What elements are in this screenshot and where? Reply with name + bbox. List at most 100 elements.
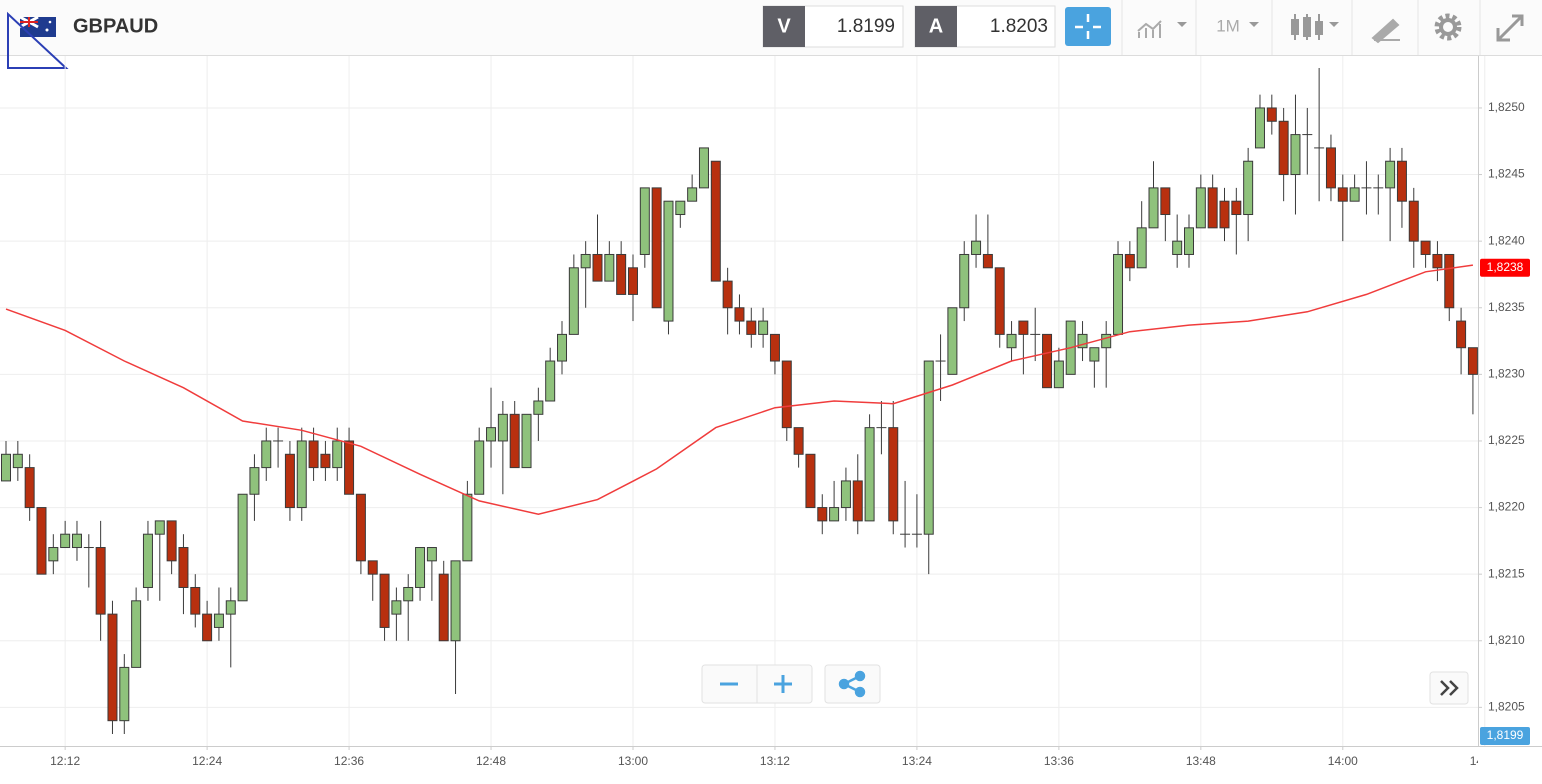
toolbar-separators (1121, 0, 1481, 55)
y-tick-label: 1,8205 (1488, 700, 1525, 714)
candle-body (1254, 107, 1265, 149)
candle-body (474, 440, 485, 495)
candle-body (497, 413, 508, 442)
candle-body (1278, 120, 1289, 176)
x-tick-label: 13:12 (760, 754, 790, 768)
candle-body (616, 253, 627, 295)
candle-body (119, 666, 130, 722)
candle-body (675, 200, 686, 216)
candle-body (308, 440, 319, 469)
candle-body (1053, 360, 1064, 389)
crosshair-button[interactable] (1065, 7, 1111, 46)
y-tick-label: 1,8240 (1488, 233, 1525, 247)
candle-body (734, 307, 745, 322)
moving-average-line (5, 264, 1474, 515)
candle-body (710, 160, 721, 282)
y-tick-label: 1,8245 (1488, 167, 1525, 181)
candle-body (994, 267, 1005, 335)
zoom-in-button[interactable] (774, 675, 792, 693)
settings-button[interactable] (1434, 13, 1462, 41)
sell-price[interactable]: 1.8199 (837, 16, 895, 37)
candle-body (651, 187, 662, 309)
candle-body (568, 267, 579, 335)
candle-body (781, 360, 792, 429)
candle-body (131, 600, 142, 668)
candle-body (840, 480, 851, 509)
candle-body (296, 440, 307, 509)
candle-body (12, 453, 23, 469)
candle-body (225, 600, 236, 615)
buy-button[interactable]: A 1.8203 (914, 5, 1056, 48)
candle-body (971, 240, 982, 255)
x-tick-label: 14:00 (1328, 754, 1358, 768)
x-axis: 12:12 12:24 12:36 12:48 13:00 13:12 13:24 13:36… (50, 746, 1478, 768)
y-tick-label: 1,8235 (1488, 300, 1525, 314)
y-axis: 1,8205 1,8210 1,8215 1,8220 1,8225 1,8230 1,82… (1478, 100, 1530, 745)
buy-label[interactable]: A (929, 15, 943, 37)
fullscreen-button[interactable] (1496, 14, 1524, 42)
candle-body (663, 200, 674, 322)
candle-body (24, 467, 35, 509)
candle-body (202, 613, 213, 642)
y-tick-label: 1,8250 (1488, 100, 1525, 114)
y-tick-label: 1,8215 (1488, 566, 1525, 580)
candle-body (1219, 200, 1230, 229)
price-marker (1480, 258, 1530, 277)
x-tick-label: 12:36 (334, 754, 364, 768)
candle-body (1172, 240, 1183, 255)
scroll-right-button[interactable] (1440, 680, 1459, 696)
buy-price[interactable]: 1.8203 (990, 16, 1048, 37)
candle-body (1432, 253, 1443, 269)
candle-body (190, 586, 201, 615)
candle-body (947, 307, 958, 375)
symbol: GBPAUD (73, 15, 158, 37)
candle-body (154, 520, 165, 535)
sell-button[interactable]: V 1.8199 (762, 5, 904, 48)
candle-body (1207, 187, 1218, 229)
buy-tag[interactable] (915, 6, 957, 47)
candle-body (639, 187, 650, 255)
candle-body (1444, 253, 1455, 309)
candle-body (344, 440, 355, 495)
candle-body (698, 147, 709, 189)
candle-body (213, 613, 224, 628)
sell-label[interactable]: V (777, 15, 791, 37)
candle-body (403, 586, 414, 602)
sell-tag[interactable] (763, 6, 805, 47)
chart-type-button[interactable] (1137, 20, 1187, 38)
candle-body (367, 560, 378, 575)
candle-body (592, 253, 603, 282)
candle-body (604, 253, 615, 282)
candle-body (107, 613, 118, 722)
candle-body (1290, 134, 1301, 176)
candle-body (888, 427, 899, 522)
candle-body (391, 600, 402, 615)
candle-body (1018, 320, 1029, 335)
draw-tool-button[interactable] (1371, 18, 1400, 44)
toolbar: GBPAUD V 1.8199 A 1.8203 1M (0, 0, 1542, 69)
candle-body (1467, 347, 1478, 375)
candle-body (758, 320, 769, 335)
x-tick-label: 13:48 (1186, 754, 1216, 768)
candle-body (1042, 333, 1053, 389)
candle-body (486, 427, 497, 442)
candle-body (1337, 187, 1348, 202)
candle-body (687, 187, 698, 202)
y-tick-label: 1,8230 (1488, 367, 1525, 381)
x-tick-label: 12:12 (50, 754, 80, 768)
candle-body (1243, 160, 1254, 216)
candle-body (1160, 187, 1171, 216)
candle-body (1396, 160, 1407, 202)
x-tick-label: 12:24 (192, 754, 222, 768)
candle-style-button[interactable] (1291, 14, 1339, 40)
candle-body (332, 440, 343, 469)
zoom-controls (701, 664, 1469, 705)
timeframe-button[interactable]: 1M (1216, 16, 1240, 35)
share-button[interactable] (838, 670, 866, 698)
candle-body (545, 360, 556, 402)
candle-body (462, 493, 473, 562)
candle-body (1124, 253, 1135, 269)
x-tick-label: 13:24 (902, 754, 932, 768)
candle-body (71, 533, 82, 549)
candle-body (1385, 160, 1396, 189)
